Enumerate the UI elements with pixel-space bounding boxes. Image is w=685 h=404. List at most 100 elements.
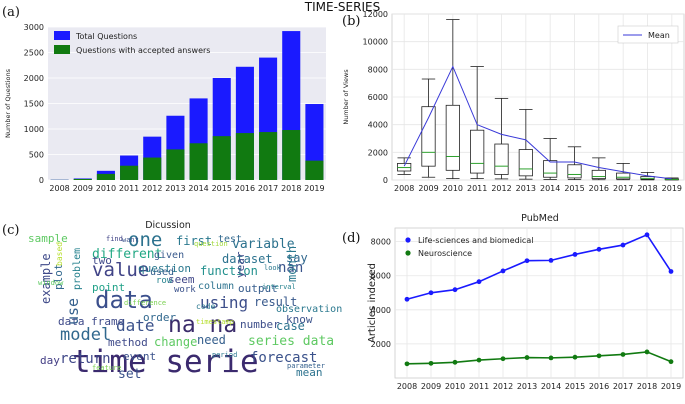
panel-d-letter: (d) xyxy=(342,231,360,246)
a-xtick-label: 2019 xyxy=(304,184,324,193)
d-point xyxy=(668,269,674,274)
a-xtick-label: 2015 xyxy=(212,184,232,193)
c-word: need xyxy=(197,333,226,347)
a-bar-accepted xyxy=(305,160,324,180)
b-box xyxy=(445,104,460,171)
c-word: question xyxy=(194,240,228,248)
c-word: problem xyxy=(72,248,83,290)
d-legend-swatch xyxy=(405,237,411,243)
a-panel: 0 500 1000 1500 2000 2500 3000 2008 2009 2010 2011… xyxy=(4,23,326,193)
d-point xyxy=(452,287,458,293)
d-xtick-label: 2011 xyxy=(469,382,489,391)
d-xtick-label: 2018 xyxy=(637,382,657,391)
d-ytick-label: 6000 xyxy=(371,272,391,281)
a-xtick-label: 2014 xyxy=(188,184,208,193)
c-word: function xyxy=(200,264,258,278)
b-ytick-label: 0 xyxy=(383,176,388,185)
b-xtick-label: 2016 xyxy=(589,184,609,193)
d-point xyxy=(452,359,458,365)
c-word: observation xyxy=(276,304,342,315)
d-point xyxy=(644,349,650,355)
d-xtick-label: 2012 xyxy=(493,382,513,391)
d-title: PubMed xyxy=(521,213,559,224)
c-word: look xyxy=(264,264,282,272)
d-legend-label: Neuroscience xyxy=(418,249,472,258)
d-ytick-label: 2000 xyxy=(371,340,391,349)
c-word: using xyxy=(200,293,248,312)
a-legend-swatch xyxy=(54,31,70,40)
b-box xyxy=(518,149,533,177)
c-word: first xyxy=(176,234,212,248)
d-point xyxy=(524,355,530,360)
c-word: nan xyxy=(278,260,303,276)
a-bar-accepted xyxy=(259,132,278,180)
c-word: date xyxy=(116,316,155,335)
c-word: forecast xyxy=(250,350,317,366)
c-word: point xyxy=(92,281,125,294)
b-xtick-label: 2015 xyxy=(564,184,584,193)
c-word: variable xyxy=(232,237,295,252)
d-ytick-label: 4000 xyxy=(371,306,391,315)
panel-b-letter: (b) xyxy=(342,14,360,29)
b-xtick-label: 2019 xyxy=(662,184,682,193)
a-ytick-label: 1500 xyxy=(24,100,44,109)
c-word: number xyxy=(240,318,280,331)
d-legend: Life-sciences and biomedical Neuroscience xyxy=(405,236,533,258)
d-point xyxy=(428,290,434,296)
b-mean-line xyxy=(403,65,672,180)
b-xtick-label: 2013 xyxy=(516,184,536,193)
d-point xyxy=(668,359,674,365)
d-point xyxy=(644,232,650,238)
d-xtick-label: 2015 xyxy=(565,382,585,391)
b-xtick-label: 2014 xyxy=(540,184,560,193)
c-panel: Dicussion time serie data value na na one mode… xyxy=(28,220,342,382)
a-bar-accepted xyxy=(235,133,254,180)
d-xtick-label: 2019 xyxy=(661,382,681,391)
c-word: dataset xyxy=(222,252,273,266)
c-word: data xyxy=(95,286,153,314)
a-bar-accepted xyxy=(73,178,92,180)
c-word: use xyxy=(64,298,82,325)
c-word: change xyxy=(154,335,197,349)
d-legend-label: Life-sciences and biomedical xyxy=(418,236,533,245)
d-point xyxy=(620,352,626,357)
c-word: two xyxy=(92,254,112,267)
a-bar-accepted xyxy=(120,165,139,180)
b-legend-label: Mean xyxy=(648,31,670,40)
b-box xyxy=(494,143,509,175)
b-xtick-label: 2018 xyxy=(637,184,657,193)
c-word: day xyxy=(40,354,60,367)
a-xtick-label: 2016 xyxy=(235,184,255,193)
d-point xyxy=(548,257,554,263)
c-word: case xyxy=(276,319,305,333)
c-word: series data xyxy=(248,334,334,349)
d-xtick-label: 2010 xyxy=(445,382,465,391)
d-point xyxy=(596,353,602,359)
d-xtick-label: 2008 xyxy=(397,382,417,391)
d-series-line xyxy=(406,351,672,365)
a-legend-label: Total Questions xyxy=(75,32,137,41)
a-xtick-label: 2011 xyxy=(119,184,139,193)
a-bar-accepted xyxy=(212,136,231,180)
a-bar-accepted xyxy=(166,149,185,180)
d-point xyxy=(404,361,410,367)
c-word: return xyxy=(60,351,111,367)
c-word: seem xyxy=(168,273,195,286)
d-xtick-label: 2016 xyxy=(589,382,609,391)
a-xtick-label: 2013 xyxy=(165,184,185,193)
a-ylabel: Number of Questions xyxy=(4,68,12,138)
b-panel: 0 2000 4000 6000 8000 10000 12000 2008 2009 2010 2… xyxy=(342,10,685,193)
d-panel: 2000 4000 6000 8000 2008 2009 2010 2011 2012 2013… xyxy=(367,213,684,391)
c-word: find xyxy=(106,235,123,243)
c-word: output xyxy=(238,282,278,295)
d-point xyxy=(428,360,434,366)
a-bar-accepted xyxy=(282,130,301,180)
c-word: column xyxy=(198,281,234,292)
b-box xyxy=(616,172,631,180)
c-word: month xyxy=(285,246,299,282)
c-word: sample xyxy=(28,232,68,245)
b-ytick-label: 2000 xyxy=(368,148,388,157)
d-point xyxy=(500,356,506,362)
c-word: want xyxy=(122,236,139,244)
